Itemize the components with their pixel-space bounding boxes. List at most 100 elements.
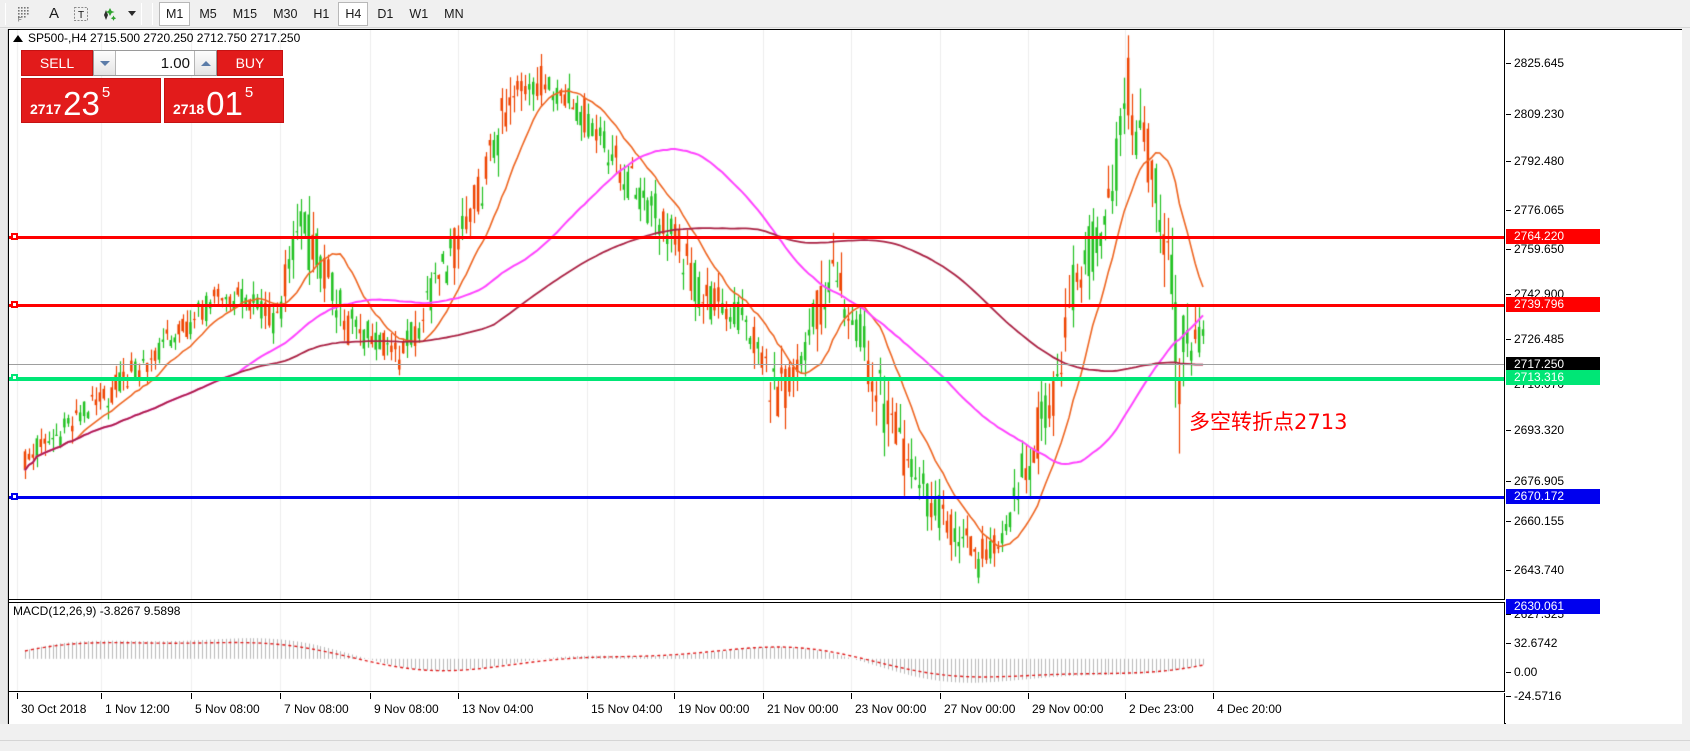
text-label-tool-icon[interactable]: T — [68, 2, 94, 26]
chevron-down-icon[interactable] — [128, 11, 136, 16]
chart-window: SP500-,H4 2715.500 2720.250 2712.750 271… — [8, 29, 1682, 724]
buy-price-prefix: 2718 — [173, 101, 205, 117]
timeframe-m30[interactable]: M30 — [273, 6, 298, 21]
tick-mark — [1506, 481, 1511, 482]
time-axis-label: 7 Nov 08:00 — [284, 702, 349, 716]
tick-mark — [1506, 210, 1511, 211]
collapse-triangle-icon[interactable] — [13, 34, 23, 42]
time-axis-tick — [587, 693, 588, 699]
time-axis[interactable]: 30 Oct 2018 1 Nov 12:00 5 Nov 08:00 7 Nov 0… — [9, 693, 1505, 724]
text-tool-icon[interactable]: A — [48, 5, 59, 22]
macd-axis-label: 32.6742 — [1514, 636, 1558, 650]
time-axis-tick — [674, 693, 675, 699]
timeframe-group: M1 M5 M15 M30 H1 H4 D1 W1 MN — [158, 1, 472, 26]
one-click-trading-panel[interactable]: SELL 1.00 BUY 2717 23 5 2718 01 5 — [21, 50, 284, 123]
time-axis-tick — [940, 693, 941, 699]
timeframe-h1[interactable]: H1 — [313, 6, 330, 21]
tick-mark — [1506, 696, 1511, 697]
time-axis-label: 19 Nov 00:00 — [678, 702, 750, 716]
buy-price-fraction: 5 — [244, 84, 254, 101]
toolbar-grip[interactable] — [5, 2, 6, 25]
timeframe-m15[interactable]: M15 — [232, 6, 258, 21]
tick-mark — [1506, 521, 1511, 522]
timeframe-d1[interactable]: D1 — [377, 6, 394, 21]
price-level-chip-blue[interactable]: 2630.061 — [1506, 599, 1600, 614]
buy-price-display[interactable]: 2718 01 5 — [164, 78, 284, 123]
volume-stepper[interactable]: 1.00 — [93, 50, 217, 76]
crosshair-grid-icon[interactable]: F — [12, 2, 40, 26]
macd-pane[interactable]: MACD(12,26,9) -3.8267 9.5898 — [9, 602, 1505, 692]
caret-down-icon — [99, 60, 110, 66]
timeframe-w1[interactable]: W1 — [409, 6, 429, 21]
price-level-line-2717.250[interactable] — [9, 364, 1504, 365]
time-axis-label: 5 Nov 08:00 — [195, 702, 260, 716]
price-level-line-2764.220[interactable] — [9, 236, 1504, 239]
price-level-line-2670.172[interactable] — [9, 496, 1504, 499]
sell-button[interactable]: SELL — [21, 50, 93, 76]
price-axis-tick: 2809.230 — [1506, 107, 1682, 122]
price-axis-label: 2809.230 — [1514, 107, 1565, 121]
symbol-info-line: SP500-,H4 2715.500 2720.250 2712.750 271… — [13, 31, 300, 45]
time-axis-label: 1 Nov 12:00 — [105, 702, 170, 716]
time-axis-tick — [191, 693, 192, 699]
macd-indicator-label: MACD(12,26,9) -3.8267 9.5898 — [13, 604, 181, 618]
main-toolbar: F A T M1 M5 M15 M30 H1 H4 D1 W1 MN — [0, 0, 1690, 28]
sell-price-display[interactable]: 2717 23 5 — [21, 78, 161, 123]
sell-price-big: 23 — [63, 84, 100, 122]
level-drag-handle[interactable] — [11, 233, 18, 240]
timeframe-m5[interactable]: M5 — [199, 6, 217, 21]
price-level-line-2713.316[interactable] — [9, 377, 1504, 381]
time-axis-label: 13 Nov 04:00 — [462, 702, 534, 716]
price-pane[interactable]: 多空转折点2713 — [9, 30, 1505, 600]
status-bar — [0, 740, 1690, 751]
time-axis-tick — [280, 693, 281, 699]
tick-mark — [1506, 643, 1511, 644]
time-axis-tick — [851, 693, 852, 699]
volume-input[interactable]: 1.00 — [116, 51, 194, 75]
timeframe-m1[interactable]: M1 — [159, 1, 191, 26]
volume-increase-button[interactable] — [194, 51, 216, 75]
time-axis-tick — [763, 693, 764, 699]
volume-decrease-button[interactable] — [94, 51, 116, 75]
svg-text:F: F — [18, 17, 22, 22]
buy-button[interactable]: BUY — [217, 50, 283, 76]
time-axis-label: 21 Nov 00:00 — [767, 702, 839, 716]
price-level-chip-blue[interactable]: 2670.172 — [1506, 489, 1600, 504]
time-axis-label: 30 Oct 2018 — [21, 702, 87, 716]
price-axis-label: 2676.905 — [1514, 474, 1565, 488]
time-axis-tick — [1125, 693, 1126, 699]
price-axis-tick: 2759.650 — [1506, 242, 1682, 257]
price-axis-label: 2660.155 — [1514, 514, 1565, 528]
price-level-chip-red[interactable]: 2739.796 — [1506, 297, 1600, 312]
price-level-chip-black[interactable]: 2717.250 — [1506, 357, 1600, 372]
price-axis-tick: 2693.320 — [1506, 423, 1682, 438]
price-axis-label: 2825.645 — [1514, 56, 1565, 70]
objects-tool-icon[interactable] — [96, 2, 124, 26]
tick-mark — [1506, 672, 1511, 673]
price-axis-tick: 2660.155 — [1506, 514, 1682, 529]
tick-mark — [1506, 161, 1511, 162]
price-level-chip-green[interactable]: 2713.316 — [1506, 370, 1600, 385]
price-level-chip-red[interactable]: 2764.220 — [1506, 229, 1600, 244]
timeframe-grip[interactable] — [152, 2, 153, 25]
tick-mark — [1506, 114, 1511, 115]
timeframe-h4[interactable]: H4 — [338, 1, 369, 26]
time-axis-label: 4 Dec 20:00 — [1217, 702, 1282, 716]
price-axis-label: 2792.480 — [1514, 154, 1565, 168]
candlestick-canvas — [9, 30, 1504, 599]
time-axis-tick — [101, 693, 102, 699]
svg-text:T: T — [78, 10, 84, 21]
price-axis-tick: 2676.905 — [1506, 474, 1682, 489]
tick-mark — [1506, 63, 1511, 64]
time-axis-tick — [458, 693, 459, 699]
timeframe-mn[interactable]: MN — [444, 6, 464, 21]
tick-mark — [1506, 249, 1511, 250]
price-level-line-2739.796[interactable] — [9, 304, 1504, 307]
tick-mark — [1506, 294, 1511, 295]
level-drag-handle[interactable] — [11, 374, 18, 381]
level-drag-handle[interactable] — [11, 493, 18, 500]
time-axis-label: 23 Nov 00:00 — [855, 702, 927, 716]
price-axis[interactable]: 2825.645 2809.230 2792.480 2776.065 2759.650… — [1506, 30, 1682, 724]
macd-axis-label: -24.5716 — [1514, 689, 1562, 703]
level-drag-handle[interactable] — [11, 301, 18, 308]
